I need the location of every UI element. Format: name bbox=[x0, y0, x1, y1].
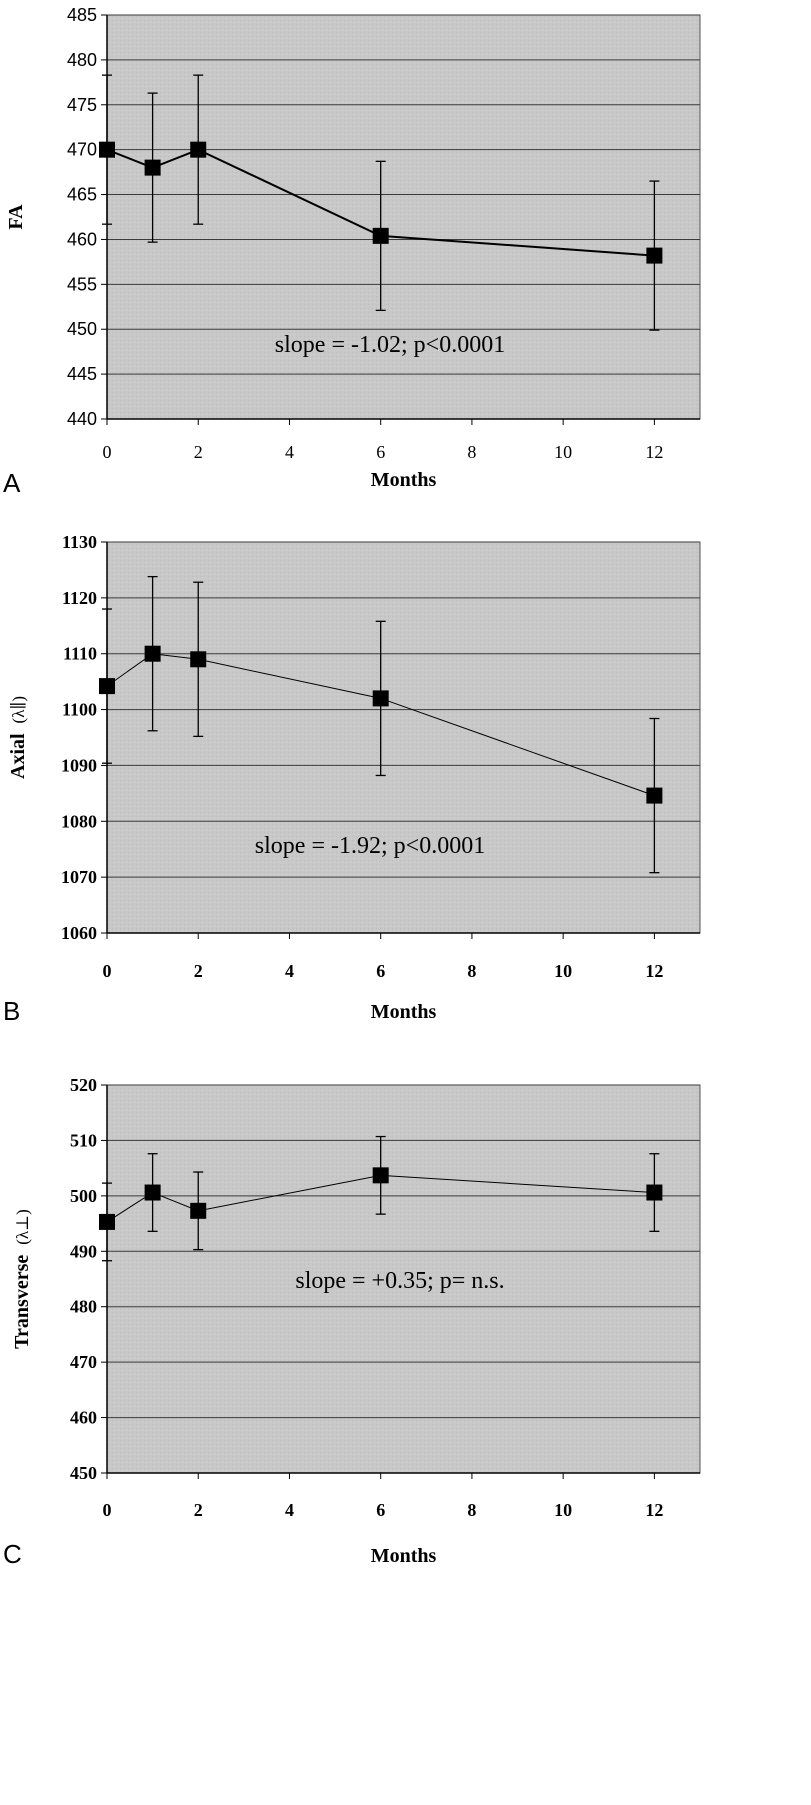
y-axis-label: FA bbox=[5, 204, 27, 230]
plot-area bbox=[106, 1084, 701, 1474]
data-point bbox=[190, 1202, 207, 1219]
y-tick-label: 465 bbox=[67, 185, 97, 205]
x-tick-label: 6 bbox=[376, 442, 385, 462]
y-tick-label: 1060 bbox=[61, 923, 97, 943]
y-tick-label: 480 bbox=[70, 1297, 97, 1317]
data-point bbox=[144, 1184, 161, 1201]
x-tick-label: 10 bbox=[554, 961, 572, 981]
y-tick-label: 1070 bbox=[61, 867, 97, 887]
y-axis-label-text: FA bbox=[5, 204, 27, 230]
x-tick-label: 12 bbox=[645, 442, 663, 462]
y-tick-label: 520 bbox=[70, 1075, 97, 1095]
data-point bbox=[99, 141, 115, 158]
y-tick-label: 450 bbox=[70, 1463, 97, 1483]
x-tick-label: 8 bbox=[467, 442, 476, 462]
y-tick-label: 440 bbox=[67, 409, 97, 429]
x-tick-label: 2 bbox=[194, 1500, 203, 1520]
panel-label: B bbox=[3, 996, 20, 1026]
slope-annotation: slope = +0.35; p= n.s. bbox=[295, 1268, 504, 1294]
data-point bbox=[372, 1167, 389, 1184]
data-point bbox=[144, 645, 161, 662]
x-tick-label: 12 bbox=[645, 961, 663, 981]
y-tick-label: 1110 bbox=[63, 644, 97, 664]
x-axis-label: Months bbox=[371, 1545, 437, 1567]
x-tick-label: 6 bbox=[376, 961, 385, 981]
y-tick-label: 455 bbox=[67, 274, 97, 294]
y-tick-label: 500 bbox=[70, 1186, 97, 1206]
y-tick-label: 470 bbox=[70, 1352, 97, 1372]
panel-label: A bbox=[3, 468, 21, 498]
y-axis-label-text: Axial bbox=[7, 733, 29, 779]
y-tick-label: 460 bbox=[67, 229, 97, 249]
y-tick-label: 460 bbox=[70, 1408, 97, 1428]
x-tick-label: 12 bbox=[645, 1500, 663, 1520]
data-point bbox=[372, 227, 389, 244]
data-point bbox=[646, 787, 663, 804]
data-point bbox=[190, 651, 207, 668]
x-tick-label: 4 bbox=[285, 1500, 294, 1520]
y-tick-label: 470 bbox=[67, 140, 97, 160]
x-axis-label: Months bbox=[371, 1001, 437, 1023]
y-tick-label: 1130 bbox=[62, 532, 97, 552]
x-tick-label: 2 bbox=[194, 961, 203, 981]
chart-panel-a: 440 445 450 455 460 465 470 475 480 485 0 2 4 6 8 10 12 M… bbox=[3, 5, 701, 498]
y-tick-label: 485 bbox=[67, 5, 97, 25]
plot-area bbox=[106, 541, 701, 934]
y-axis-label: Axial (λ∥) bbox=[7, 696, 29, 779]
data-point bbox=[99, 1213, 115, 1230]
y-tick-label: 480 bbox=[67, 50, 97, 70]
y-tick-label: 450 bbox=[67, 319, 97, 339]
slope-annotation: slope = -1.92; p<0.0001 bbox=[255, 833, 485, 859]
x-tick-label: 6 bbox=[376, 1500, 385, 1520]
x-tick-label: 2 bbox=[194, 442, 203, 462]
x-tick-label: 8 bbox=[467, 961, 476, 981]
y-axis-label: Transverse (λ⊥) bbox=[11, 1209, 33, 1349]
y-tick-label: 1090 bbox=[61, 755, 97, 775]
y-axis-label-symbol: (λ⊥) bbox=[13, 1209, 32, 1245]
y-tick-label: 510 bbox=[70, 1130, 97, 1150]
y-tick-label: 475 bbox=[67, 95, 97, 115]
x-tick-label: 10 bbox=[554, 442, 572, 462]
x-tick-label: 4 bbox=[285, 961, 294, 981]
y-tick-label: 490 bbox=[70, 1241, 97, 1261]
data-point bbox=[190, 141, 207, 158]
y-tick-label: 1080 bbox=[61, 811, 97, 831]
y-tick-label: 1100 bbox=[62, 700, 97, 720]
y-axis-label-text: Transverse bbox=[11, 1255, 33, 1349]
y-tick-label: 1120 bbox=[62, 588, 97, 608]
data-point bbox=[372, 690, 389, 707]
chart-panel-c: 450 460 470 480 490 500 510 520 0 2 4 6 8 10 12 Months T… bbox=[3, 1075, 701, 1569]
panel-label: C bbox=[3, 1539, 22, 1569]
chart-panel-b: 1060 1070 1080 1090 1100 1110 1120 1130 0 2 4 6 8 10 1… bbox=[3, 532, 701, 1026]
data-point bbox=[144, 159, 161, 176]
slope-annotation: slope = -1.02; p<0.0001 bbox=[275, 332, 505, 358]
plot-area bbox=[106, 14, 701, 420]
data-point bbox=[99, 678, 115, 695]
x-tick-label: 10 bbox=[554, 1500, 572, 1520]
data-point bbox=[646, 1184, 663, 1201]
data-point bbox=[646, 247, 663, 264]
x-axis-label: Months bbox=[371, 469, 437, 491]
x-tick-label: 0 bbox=[103, 442, 112, 462]
y-tick-label: 445 bbox=[67, 364, 97, 384]
y-axis-label-symbol: (λ∥) bbox=[9, 696, 28, 723]
x-tick-label: 8 bbox=[467, 1500, 476, 1520]
x-tick-label: 4 bbox=[285, 442, 294, 462]
x-tick-label: 0 bbox=[103, 961, 112, 981]
x-tick-label: 0 bbox=[103, 1500, 112, 1520]
